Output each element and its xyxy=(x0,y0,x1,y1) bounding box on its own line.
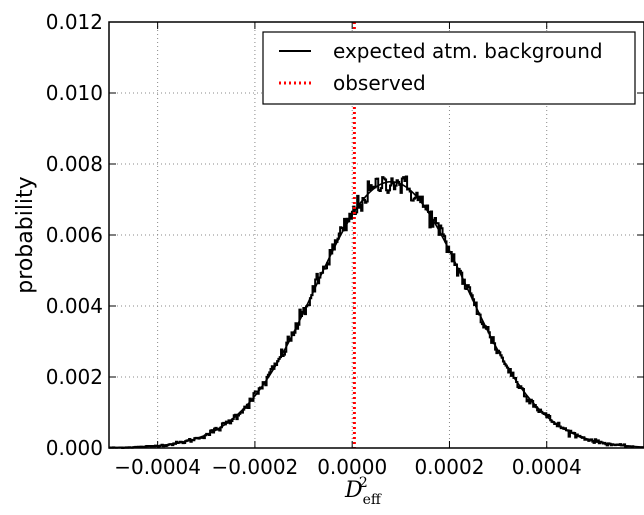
y-axis-label: probability xyxy=(13,176,38,293)
y-tick-label: 0.006 xyxy=(46,223,103,247)
histogram-layer xyxy=(109,175,635,449)
legend-label-observed: observed xyxy=(333,71,426,95)
x-axis-label-main: D xyxy=(344,478,363,503)
y-tick-label: 0.012 xyxy=(46,10,103,34)
x-axis-label: Deff2 xyxy=(344,475,382,508)
x-tick-label: −0.0004 xyxy=(114,455,201,479)
x-axis-label-sub: eff xyxy=(363,492,382,508)
x-tick-label: 0.0000 xyxy=(317,455,387,479)
y-tick-label: 0.002 xyxy=(46,365,103,389)
gridlines xyxy=(109,21,644,449)
background-fit-curve xyxy=(108,180,644,449)
x-tick-label: 0.0004 xyxy=(512,455,582,479)
legend-box xyxy=(262,31,636,105)
fit-curve-layer xyxy=(108,180,644,449)
legend: expected atm. background observed xyxy=(262,31,636,105)
background-histogram xyxy=(109,175,635,449)
legend-label-background: expected atm. background xyxy=(333,39,603,63)
y-tick-label: 0.004 xyxy=(46,294,103,318)
x-tick-label: 0.0002 xyxy=(414,455,484,479)
x-tick-label: −0.0002 xyxy=(212,455,299,479)
y-tick-label: 0.008 xyxy=(46,152,103,176)
axis-ticks: −0.0004 −0.0002 0.0000 0.0002 0.0004 0.000 0.0… xyxy=(46,10,644,479)
y-tick-label: 0.000 xyxy=(46,436,103,460)
y-tick-label: 0.010 xyxy=(46,81,103,105)
x-axis-label-sup: 2 xyxy=(359,475,368,491)
